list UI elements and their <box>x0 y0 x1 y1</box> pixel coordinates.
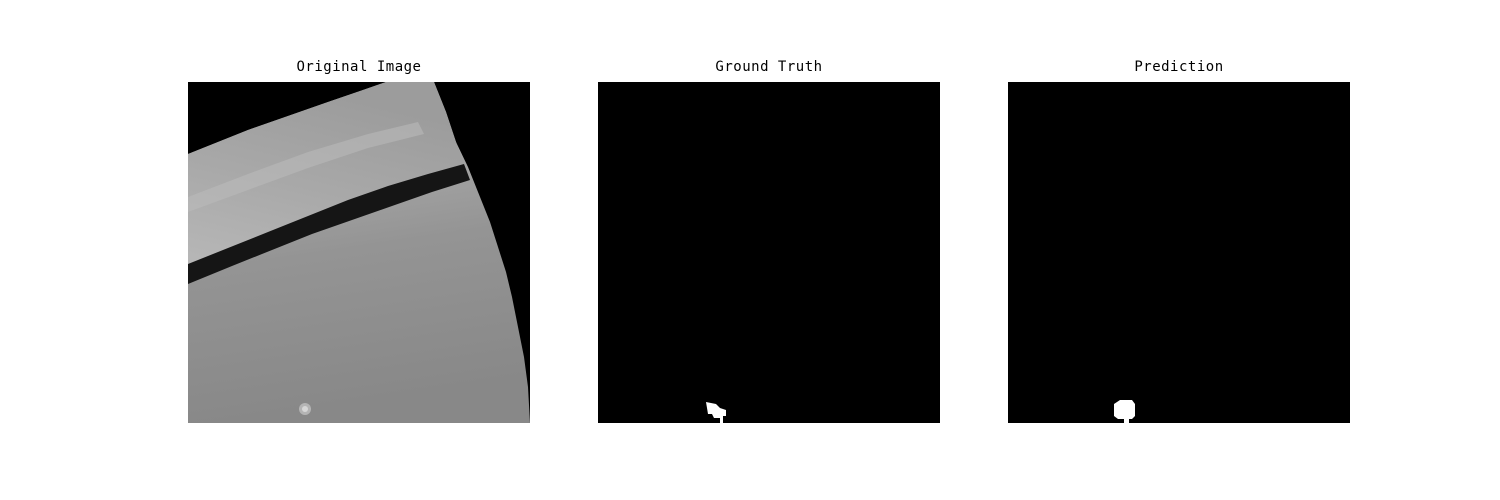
ground-truth-mask <box>598 82 940 423</box>
pred-background <box>1008 82 1350 423</box>
pred-lesion <box>1114 400 1135 423</box>
prediction-mask <box>1008 82 1350 423</box>
panel-title-ground-truth: Ground Truth <box>715 59 823 75</box>
panel-original-image: Original Image <box>188 0 530 500</box>
gt-lesion <box>706 402 726 423</box>
panel-title-original: Original Image <box>296 59 422 75</box>
panel-ground-truth: Ground Truth <box>598 0 940 500</box>
panel-title-prediction: Prediction <box>1134 59 1224 75</box>
original-image <box>188 82 530 423</box>
dark-band <box>188 164 470 284</box>
bright-spot-core <box>302 406 308 412</box>
gt-background <box>598 82 940 423</box>
panel-prediction: Prediction <box>1008 0 1350 500</box>
upper-streak <box>188 122 424 212</box>
